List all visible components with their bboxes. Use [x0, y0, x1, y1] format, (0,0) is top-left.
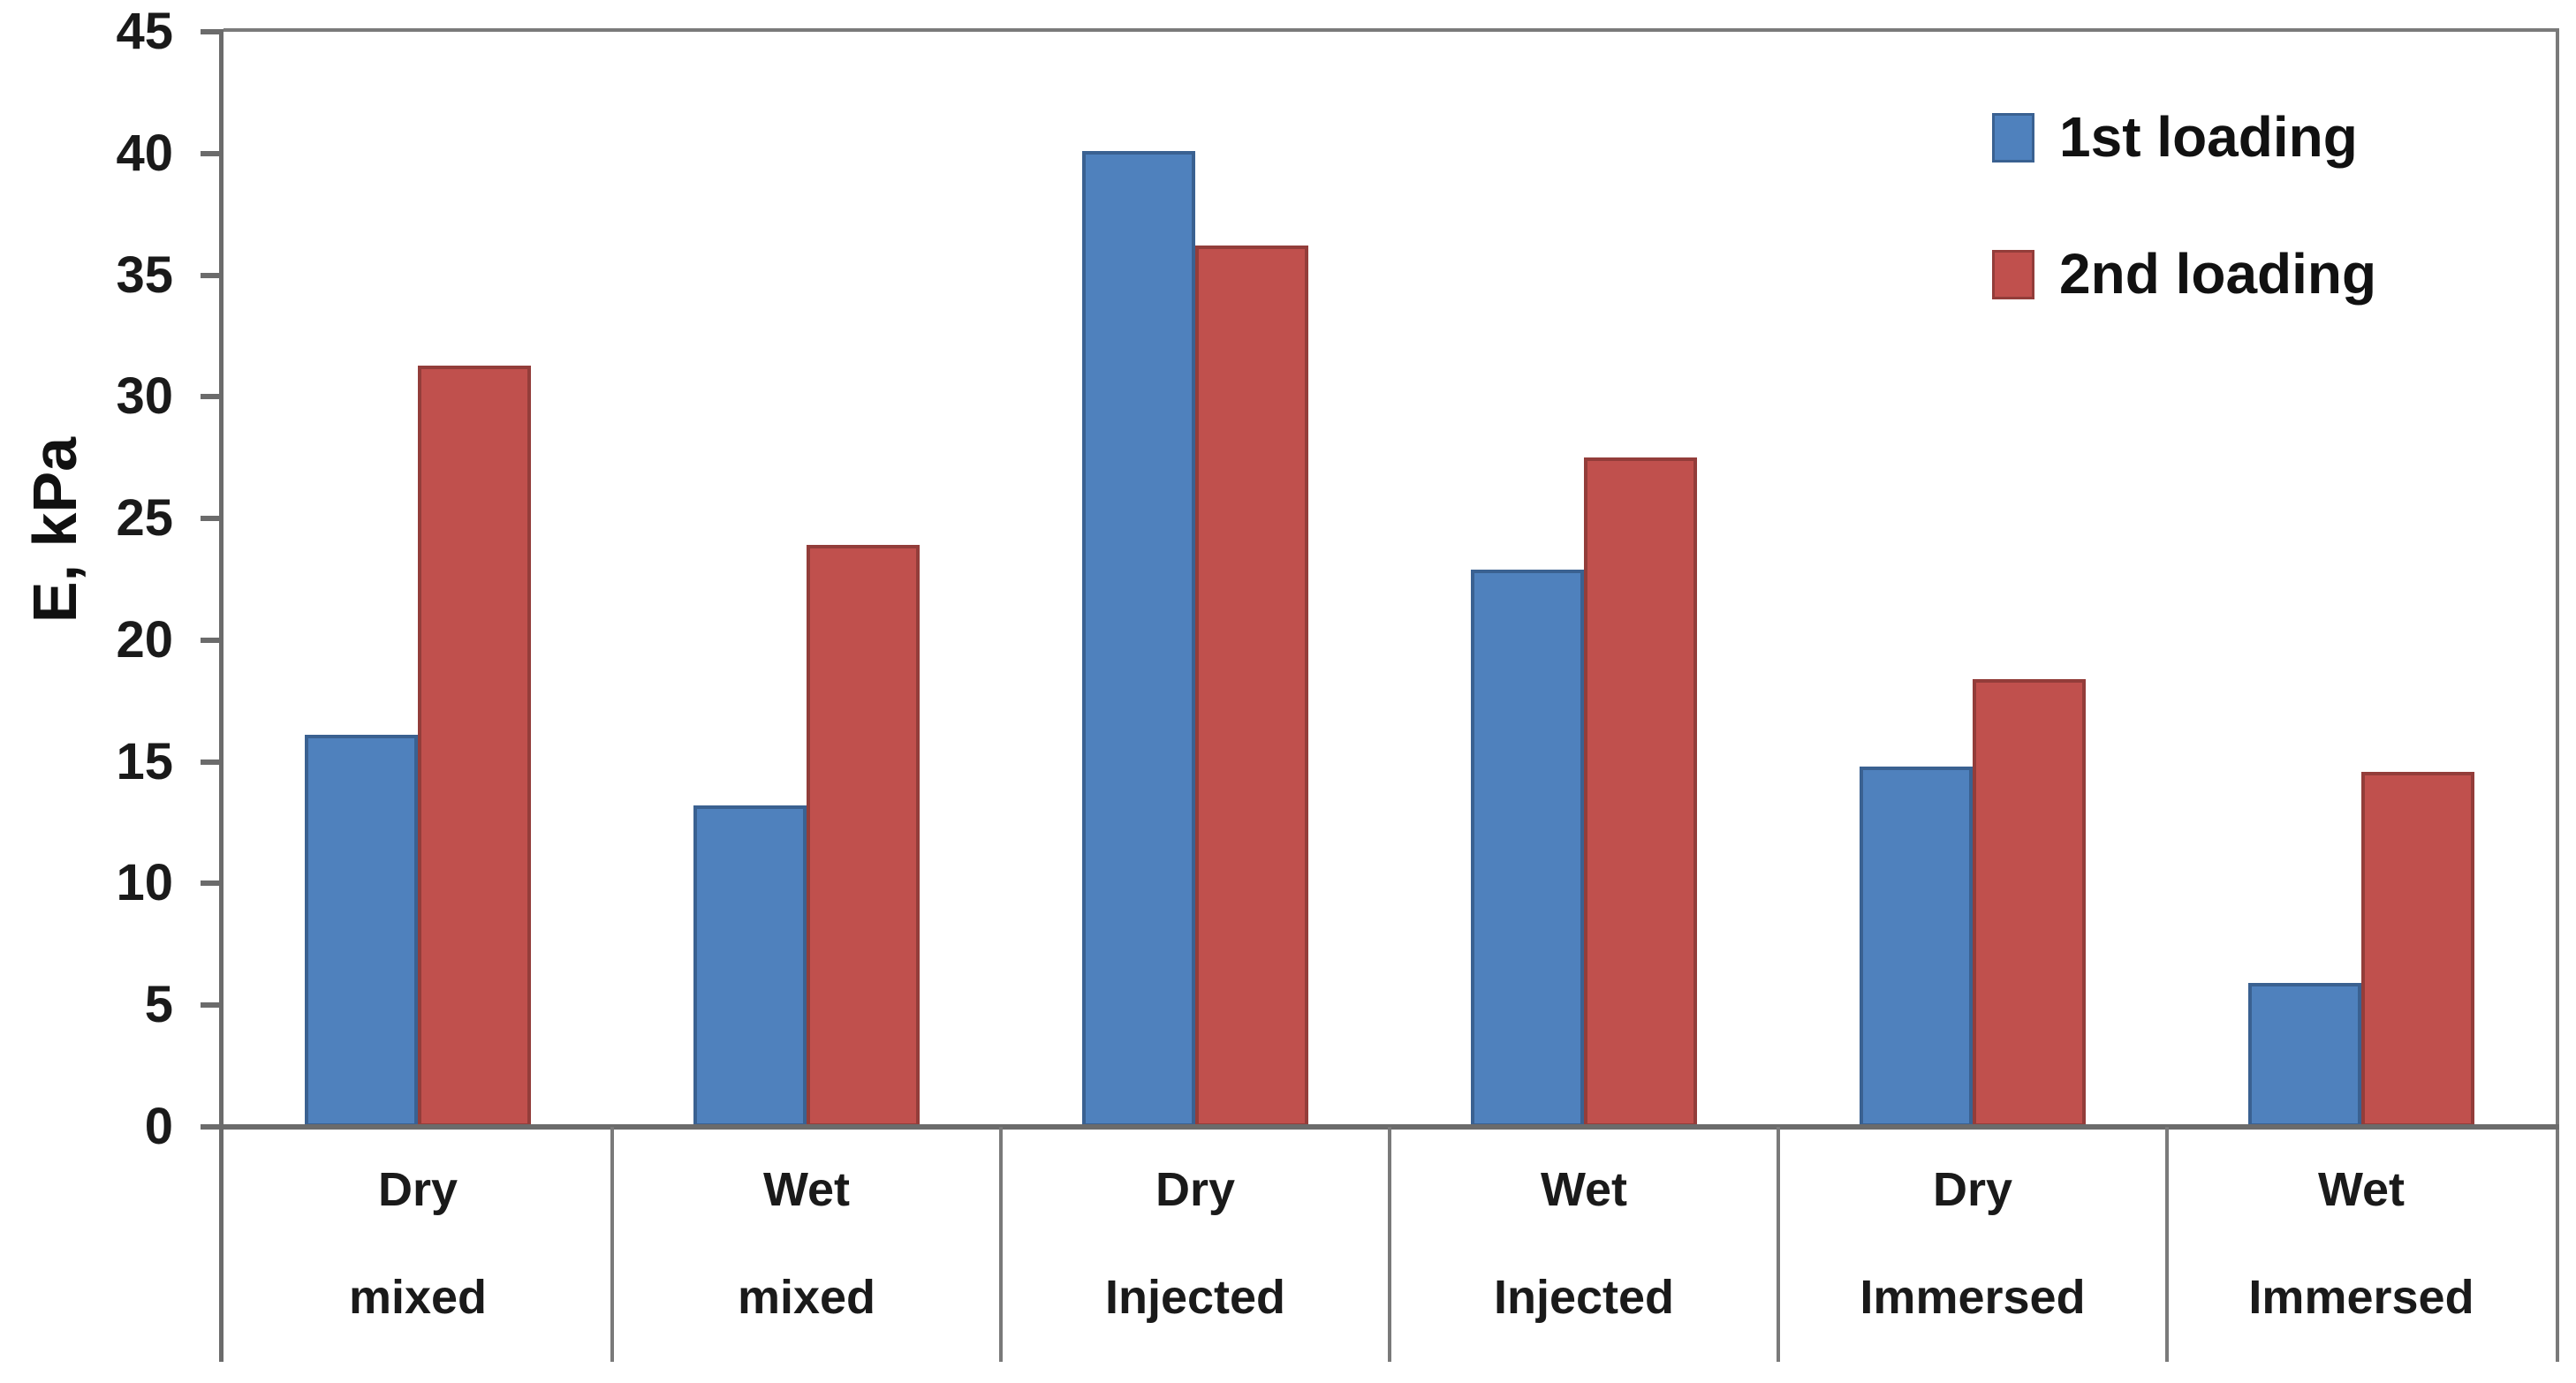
category-bottom-label: Injected — [1493, 1271, 1675, 1324]
bar-1st-loading-wet-immersed — [2248, 983, 2361, 1127]
y-tick-mark — [201, 516, 224, 522]
category-separator — [1777, 1127, 1780, 1362]
bar-2nd-loading-dry-immersed — [1973, 678, 2086, 1127]
y-tick-mark — [201, 29, 224, 34]
category-top-label: Dry — [1932, 1163, 2013, 1216]
category-cell: Dry mixed — [224, 1127, 612, 1362]
plot-right-border — [2556, 28, 2559, 1362]
bar-1st-loading-dry-injected — [1082, 151, 1195, 1127]
y-tick-label: 40 — [116, 124, 173, 182]
category-cell: Dry Immersed — [1778, 1127, 2167, 1362]
category-top-label: Wet — [1540, 1163, 1627, 1216]
y-tick-label: 5 — [144, 976, 173, 1034]
y-tick-mark — [201, 637, 224, 643]
category-bottom-label: mixed — [737, 1271, 876, 1324]
legend-swatch-1st-loading — [1992, 113, 2034, 162]
category-cell: Wet Injected — [1390, 1127, 1778, 1362]
category-top-label: Wet — [762, 1163, 850, 1216]
y-tick-label: 30 — [116, 367, 173, 426]
bar-1st-loading-dry-mixed — [305, 735, 418, 1127]
category-cell: Dry Injected — [1001, 1127, 1390, 1362]
category-cell: Wet mixed — [612, 1127, 1001, 1362]
category-separator — [2165, 1127, 2169, 1362]
y-tick-label: 25 — [116, 489, 173, 548]
y-tick-label: 45 — [116, 3, 173, 60]
bar-2nd-loading-dry-injected — [1195, 246, 1308, 1127]
category-separator — [999, 1127, 1003, 1362]
bar-2nd-loading-dry-mixed — [418, 365, 531, 1127]
y-tick-label: 10 — [116, 854, 173, 912]
y-tick-mark — [201, 150, 224, 156]
y-tick-label: 0 — [144, 1098, 173, 1155]
legend-label: 2nd loading — [2059, 242, 2377, 306]
category-separator — [610, 1127, 614, 1362]
y-tick-label: 20 — [116, 610, 173, 669]
bar-1st-loading-wet-mixed — [693, 805, 807, 1127]
bar-1st-loading-dry-immersed — [1860, 767, 1973, 1127]
y-tick-mark — [201, 880, 224, 887]
y-tick-mark — [201, 394, 224, 400]
bar-2nd-loading-wet-mixed — [807, 545, 920, 1127]
category-bottom-label: Injected — [1104, 1271, 1286, 1324]
y-tick-label: 35 — [116, 246, 173, 304]
bar-1st-loading-wet-injected — [1471, 569, 1584, 1127]
y-tick-mark — [201, 1002, 224, 1009]
y-tick-mark — [201, 272, 224, 278]
bar-2nd-loading-wet-injected — [1584, 457, 1697, 1127]
x-axis-line — [201, 1124, 2559, 1130]
plot-top-border — [224, 28, 2556, 32]
category-top-label: Wet — [2317, 1163, 2405, 1216]
category-cell: Wet Immersed — [2167, 1127, 2556, 1362]
legend-swatch-2nd-loading — [1992, 250, 2034, 299]
category-separator — [1388, 1127, 1391, 1362]
category-bottom-label: Immersed — [2248, 1271, 2474, 1324]
y-axis-line — [219, 32, 224, 1362]
category-bottom-label: mixed — [348, 1271, 488, 1324]
bar-2nd-loading-wet-immersed — [2361, 771, 2474, 1127]
y-tick-label: 15 — [116, 732, 173, 790]
category-top-label: Dry — [377, 1163, 458, 1216]
category-top-label: Dry — [1155, 1163, 1236, 1216]
legend-label: 1st loading — [2059, 105, 2358, 169]
y-tick-mark — [201, 759, 224, 765]
category-bottom-label: Immersed — [1860, 1271, 2086, 1324]
